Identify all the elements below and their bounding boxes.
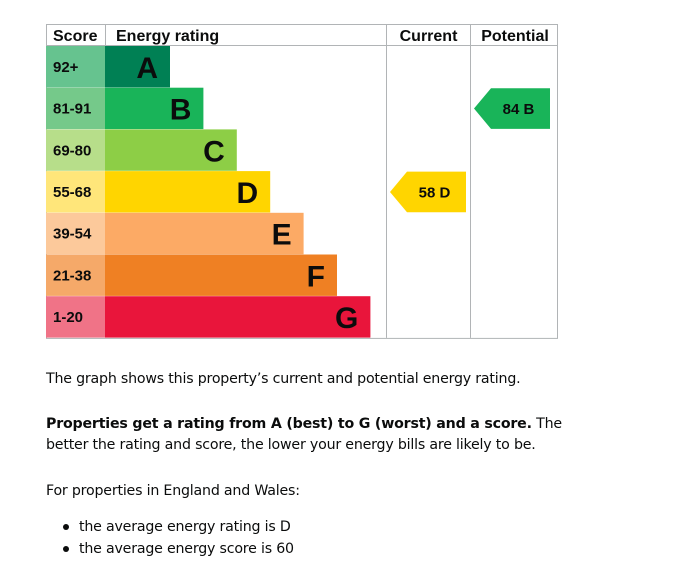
band-bar-b [105, 87, 204, 130]
potential-arrow [474, 88, 550, 129]
score-range-c: 69-80 [53, 142, 91, 159]
potential-rating-label: 84 B [503, 101, 535, 118]
england-wales-text: For properties in England and Wales: [46, 483, 300, 499]
band-letter-c: C [203, 135, 225, 168]
current-arrow [390, 171, 466, 213]
band-bar-c [105, 129, 237, 171]
rating-bands: 92+ A 81-91 B 69-80 C 55-68 D 39-54 E 21-38 F 1-20 G [46, 46, 371, 338]
energy-rating-chart: Score Energy rating Current Potential 92… [46, 24, 558, 339]
band-bar-g [105, 296, 371, 338]
england-wales-intro: For properties in England and Wales: [46, 481, 566, 502]
score-range-d: 55-68 [53, 184, 91, 201]
score-cell-d [46, 171, 105, 213]
band-bar-d [105, 171, 271, 213]
current-rating-label: 58 D [419, 184, 451, 201]
band-letter-a: A [136, 52, 158, 85]
score-range-g: 1-20 [53, 309, 83, 326]
score-range-a: 92+ [53, 59, 79, 76]
band-letter-g: G [335, 302, 358, 335]
score-range-b: 81-91 [53, 101, 91, 118]
rating-explanation-paragraph: Properties get a rating from A (best) to… [46, 414, 566, 456]
rating-explanation-bold: Properties get a rating from A (best) to… [46, 416, 532, 432]
band-letter-e: E [272, 219, 292, 252]
band-bar-a [105, 46, 170, 88]
header-score: Score [53, 28, 98, 45]
description-paragraph: The graph shows this property’s current … [46, 369, 566, 390]
score-cell-f [46, 254, 105, 296]
rating-arrows: 58 D 84 B [390, 88, 550, 213]
description-text: The graph shows this property’s current … [46, 371, 521, 387]
chart-headers: Score Energy rating Current Potential [53, 28, 549, 45]
average-list: the average energy rating is D the avera… [46, 516, 294, 560]
band-letter-f: F [307, 260, 325, 293]
score-cell-a [46, 46, 105, 88]
band-bar-e [105, 212, 304, 255]
band-letter-d: D [237, 177, 259, 210]
header-current: Current [400, 28, 458, 45]
band-letter-b: B [170, 94, 192, 127]
band-bar-f [105, 254, 337, 296]
list-item: the average energy score is 60 [63, 538, 294, 560]
score-range-e: 39-54 [53, 226, 92, 243]
score-cell-e [46, 212, 105, 255]
header-energy-rating: Energy rating [116, 28, 219, 45]
list-item: the average energy rating is D [63, 516, 294, 538]
score-cell-g [46, 296, 105, 338]
score-range-f: 21-38 [53, 267, 91, 284]
rating-explanation-rest: The better the rating and score, the low… [46, 416, 562, 453]
score-cell-c [46, 129, 105, 171]
score-cell-b [46, 87, 105, 130]
header-potential: Potential [481, 28, 549, 45]
